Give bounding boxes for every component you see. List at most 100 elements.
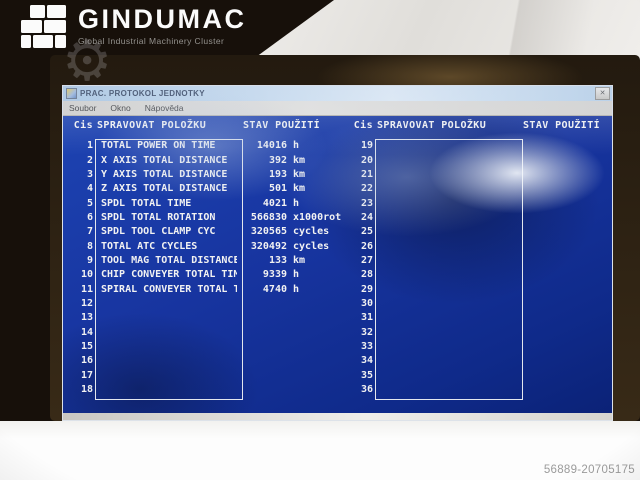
table-row: 33	[351, 340, 607, 354]
row-number: 3	[86, 168, 93, 180]
row-unit: x1000rot	[293, 211, 342, 223]
row-item-name: SPDL TOTAL ROTATION	[101, 212, 216, 223]
table-row: 30	[351, 297, 607, 311]
usage-table-right: Cis SPRAVOVAT POLOŽKU STAV POUŽITÍ 19	[351, 120, 607, 411]
table-row: 36	[351, 383, 607, 397]
row-number: 15	[80, 340, 93, 352]
row-number: 32	[360, 326, 373, 338]
row-number: 31	[360, 312, 373, 324]
header-usage: STAV POUŽITÍ	[243, 120, 321, 131]
table-row: 9 TOOL MAG TOTAL DISTANCE 133 km	[71, 254, 339, 268]
row-value: 193	[268, 168, 287, 180]
row-value: 320492	[250, 240, 287, 252]
table-row: 11 SPIRAL CONVEYER TOTAL TI 4740 h	[71, 282, 339, 296]
row-number: 19	[360, 140, 373, 152]
brick-wall-icon	[21, 5, 66, 48]
table-row: 27	[351, 254, 607, 268]
row-item-name: TOTAL POWER ON TIME	[101, 141, 216, 152]
row-value: 320565	[250, 226, 287, 238]
table-row: 7 SPDL TOOL CLAMP CYC 320565 cycles	[71, 225, 339, 239]
usage-table: Cis SPRAVOVAT POLOŽKU STAV POUŽITÍ 1 TOT…	[63, 116, 612, 413]
gindumac-watermark: GINDUMAC Global Industrial Machinery Clu…	[20, 4, 247, 51]
row-number: 35	[360, 369, 373, 381]
menu-item[interactable]: Soubor	[69, 103, 97, 113]
row-number: 22	[360, 183, 373, 195]
row-item-name: CHIP CONVEYER TOTAL TIME	[101, 270, 237, 281]
header-num: Cis	[73, 120, 93, 131]
row-number: 28	[360, 269, 373, 281]
row-unit: h	[293, 283, 300, 295]
table-row: 19	[351, 139, 607, 153]
row-number: 6	[86, 211, 93, 223]
window-statusbar	[63, 413, 612, 420]
row-number: 17	[80, 369, 93, 381]
table-row: 3 Y AXIS TOTAL DISTANCE 193 km	[71, 168, 339, 182]
table-row: 15	[71, 340, 339, 354]
table-row: 21	[351, 168, 607, 182]
row-number: 26	[360, 240, 373, 252]
row-item-name: TOOL MAG TOTAL DISTANCE	[101, 255, 237, 266]
row-number: 13	[80, 312, 93, 324]
row-item-name: TOTAL ATC CYCLES	[101, 241, 198, 252]
menu-item[interactable]: Okno	[110, 103, 131, 113]
row-number: 7	[86, 226, 93, 238]
row-unit: km	[293, 168, 306, 180]
row-item-name: SPDL TOOL CLAMP CYC	[101, 227, 216, 238]
table-row: 13	[71, 311, 339, 325]
row-number: 20	[360, 154, 373, 166]
window-title: PRAC. PROTOKOL JEDNOTKY	[80, 89, 205, 98]
row-number: 8	[86, 240, 93, 252]
header-num: Cis	[353, 120, 373, 131]
window-system-icon[interactable]	[66, 88, 77, 99]
row-unit: km	[293, 254, 306, 266]
row-number: 18	[80, 384, 93, 396]
header-usage: STAV POUŽITÍ	[523, 120, 601, 131]
table-row: 23	[351, 196, 607, 210]
table-row: 14	[71, 325, 339, 339]
table-row: 4 Z AXIS TOTAL DISTANCE 501 km	[71, 182, 339, 196]
table-row: 22	[351, 182, 607, 196]
row-number: 12	[80, 297, 93, 309]
table-row: 26	[351, 239, 607, 253]
row-number: 36	[360, 384, 373, 396]
usage-table-left: Cis SPRAVOVAT POLOŽKU STAV POUŽITÍ 1 TOT…	[71, 120, 342, 411]
row-number: 10	[80, 269, 93, 281]
row-number: 4	[86, 183, 93, 195]
table-row: 12	[71, 297, 339, 311]
row-item-name: X AXIS TOTAL DISTANCE	[101, 155, 228, 166]
table-row: 25	[351, 225, 607, 239]
table-row: 29	[351, 282, 607, 296]
row-value: 392	[268, 154, 287, 166]
row-unit: h	[293, 269, 300, 281]
row-number: 21	[360, 168, 373, 180]
row-number: 9	[86, 254, 93, 266]
brand-tagline: Global Industrial Machinery Cluster	[78, 36, 225, 46]
row-number: 33	[360, 340, 373, 352]
row-value: 14016	[256, 140, 287, 152]
row-value: 133	[268, 254, 287, 266]
row-number: 29	[360, 283, 373, 295]
protocol-window: PRAC. PROTOKOL JEDNOTKY ✕ Soubor Okno Ná…	[62, 85, 613, 421]
row-number: 24	[360, 211, 373, 223]
menu-item[interactable]: Nápověda	[144, 103, 184, 113]
row-number: 1	[86, 140, 93, 152]
row-item-name: SPIRAL CONVEYER TOTAL TI	[101, 284, 237, 295]
table-row: 35	[351, 369, 607, 383]
brand-name: GINDUMAC	[78, 4, 247, 34]
row-unit: h	[293, 197, 300, 209]
header-item: SPRAVOVAT POLOŽKU	[377, 120, 487, 131]
table-row: 2 X AXIS TOTAL DISTANCE 392 km	[71, 153, 339, 167]
row-value: 9339	[262, 269, 287, 281]
row-unit: cycles	[293, 240, 330, 252]
row-number: 2	[86, 154, 93, 166]
table-row: 10 CHIP CONVEYER TOTAL TIME 9339 h	[71, 268, 339, 282]
row-value: 566830	[250, 211, 287, 223]
table-row: 24	[351, 211, 607, 225]
row-unit: km	[293, 183, 306, 195]
close-icon[interactable]: ✕	[595, 87, 610, 100]
table-row: 28	[351, 268, 607, 282]
table-header-right: Cis SPRAVOVAT POLOŽKU STAV POUŽITÍ	[351, 120, 607, 135]
row-value: 4740	[262, 283, 287, 295]
row-value: 4021	[262, 197, 287, 209]
